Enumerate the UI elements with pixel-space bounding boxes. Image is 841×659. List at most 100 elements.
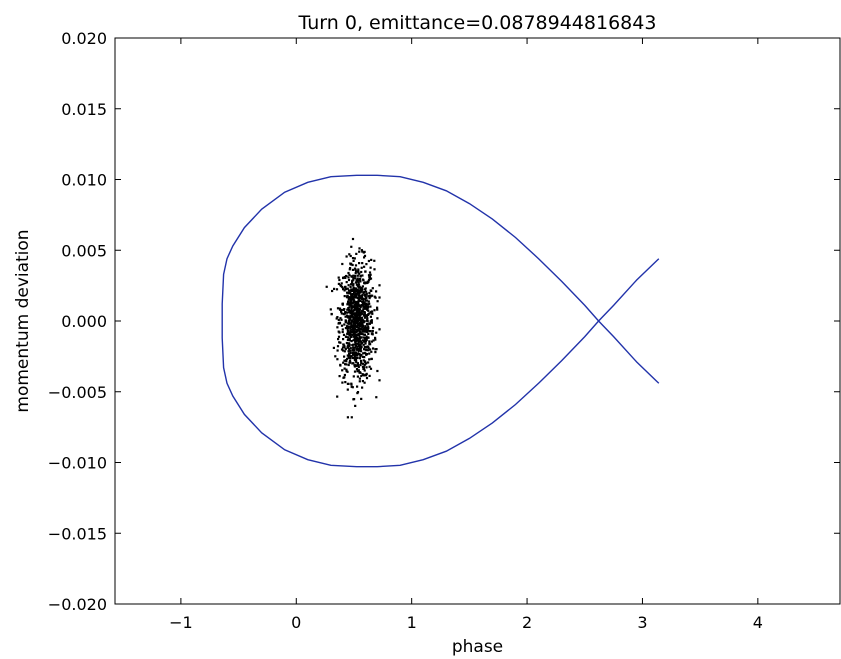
particle-point <box>362 367 365 370</box>
particle-point <box>357 365 360 369</box>
particle-point <box>335 317 338 320</box>
particle-point <box>367 274 371 277</box>
particle-point <box>355 337 359 340</box>
particle-point <box>352 356 355 360</box>
particle-point <box>343 308 346 311</box>
particle-point <box>365 372 368 375</box>
particle-point <box>351 257 355 260</box>
particle-point <box>352 375 355 378</box>
plot-content <box>221 174 660 468</box>
particle-point <box>346 346 349 349</box>
particle-point <box>364 295 367 298</box>
particle-point <box>341 328 344 331</box>
particle-point <box>343 295 346 298</box>
particle-point <box>375 290 378 293</box>
particle-point <box>347 336 350 339</box>
particle-point <box>348 273 351 276</box>
particle-point <box>356 333 359 337</box>
x-tick-label: −1 <box>169 613 193 632</box>
particle-point <box>363 256 366 259</box>
particle-point <box>363 293 366 296</box>
particle-point <box>350 306 353 309</box>
particle-point <box>354 316 357 319</box>
particle-point <box>375 396 378 399</box>
particle-point <box>361 274 364 277</box>
particle-point <box>350 340 353 343</box>
particle-point <box>338 321 342 324</box>
particle-point <box>362 324 365 328</box>
x-axis: −1 0 1 2 3 4 <box>169 38 763 632</box>
particle-point <box>353 312 356 315</box>
particle-point <box>363 356 366 359</box>
particle-point <box>341 330 344 334</box>
particle-point <box>359 347 362 350</box>
particle-point <box>358 335 361 338</box>
particle-point <box>337 338 340 341</box>
particle-point <box>362 365 365 368</box>
particle-point <box>343 312 347 315</box>
particle-point <box>349 330 352 333</box>
particle-point <box>348 253 351 256</box>
x-tick-label: 3 <box>637 613 647 632</box>
particle-point <box>341 381 344 384</box>
particle-point <box>360 266 363 269</box>
particle-point <box>375 331 378 334</box>
particle-point <box>351 263 354 267</box>
particle-point <box>356 342 359 345</box>
particle-point <box>368 275 371 278</box>
particle-point <box>344 276 347 279</box>
particle-point <box>369 315 372 318</box>
particle-point <box>346 316 350 319</box>
particle-point <box>349 327 352 330</box>
particle-point <box>357 316 360 319</box>
particle-point <box>361 355 364 358</box>
particle-point <box>352 259 355 262</box>
particle-point <box>368 342 371 345</box>
particle-point <box>360 249 363 252</box>
particle-point <box>361 326 364 329</box>
particle-point <box>338 375 341 378</box>
particle-point <box>344 285 347 289</box>
particle-point <box>346 357 349 360</box>
particle-point <box>345 255 348 258</box>
particle-point <box>363 250 366 253</box>
y-tick-label: 0.010 <box>61 171 107 190</box>
particle-point <box>361 339 365 342</box>
particle-point <box>349 351 352 354</box>
particle-point <box>350 331 353 334</box>
particle-point <box>369 367 373 370</box>
particle-point <box>353 355 356 358</box>
particle-point <box>356 354 359 357</box>
particle-point <box>369 266 372 269</box>
particle-point <box>341 262 344 266</box>
particle-point <box>374 336 377 339</box>
particle-point <box>340 318 343 321</box>
particle-point <box>361 316 364 319</box>
particle-point <box>360 359 363 362</box>
particle-point <box>332 346 335 349</box>
particle-point <box>363 330 366 333</box>
particle-point <box>359 344 362 347</box>
particle-point <box>365 281 368 285</box>
particle-point <box>340 282 343 285</box>
particle-point <box>367 361 370 364</box>
particle-point <box>358 377 361 380</box>
particle-point <box>368 358 371 361</box>
particle-point <box>359 304 362 308</box>
particle-point <box>354 277 357 280</box>
particle-point <box>357 350 360 353</box>
y-tick-label: 0.015 <box>61 100 107 119</box>
particle-point <box>360 290 363 293</box>
particle-point <box>361 330 364 333</box>
particle-point <box>357 270 360 273</box>
particle-point <box>360 397 363 400</box>
particle-point <box>358 285 361 288</box>
particle-point <box>361 278 365 281</box>
particle-point <box>365 290 368 293</box>
particle-point <box>349 310 353 313</box>
particle-point <box>367 332 370 335</box>
particle-point <box>362 321 365 324</box>
particle-point <box>364 325 367 328</box>
particle-point <box>336 326 339 329</box>
